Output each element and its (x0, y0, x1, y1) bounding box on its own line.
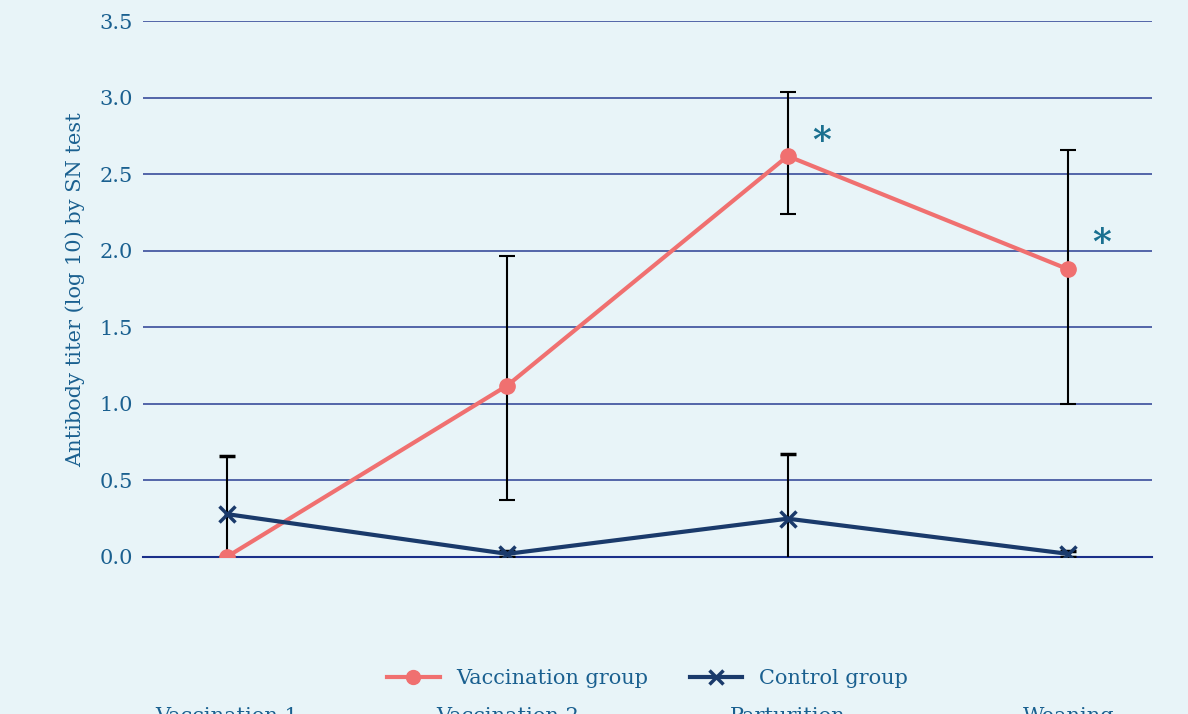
Text: Parturition: Parturition (729, 707, 846, 714)
Text: Vaccination 1
(- 9w): Vaccination 1 (- 9w) (156, 707, 298, 714)
Text: Vaccination 2
(- 6w): Vaccination 2 (- 6w) (436, 707, 579, 714)
Legend: Vaccination group, Control group: Vaccination group, Control group (379, 660, 916, 696)
Text: *: * (1093, 226, 1111, 261)
Y-axis label: Antibody titer (log 10) by SN test: Antibody titer (log 10) by SN test (65, 112, 86, 466)
Text: Weaning: Weaning (1023, 707, 1114, 714)
Text: *: * (811, 124, 830, 158)
